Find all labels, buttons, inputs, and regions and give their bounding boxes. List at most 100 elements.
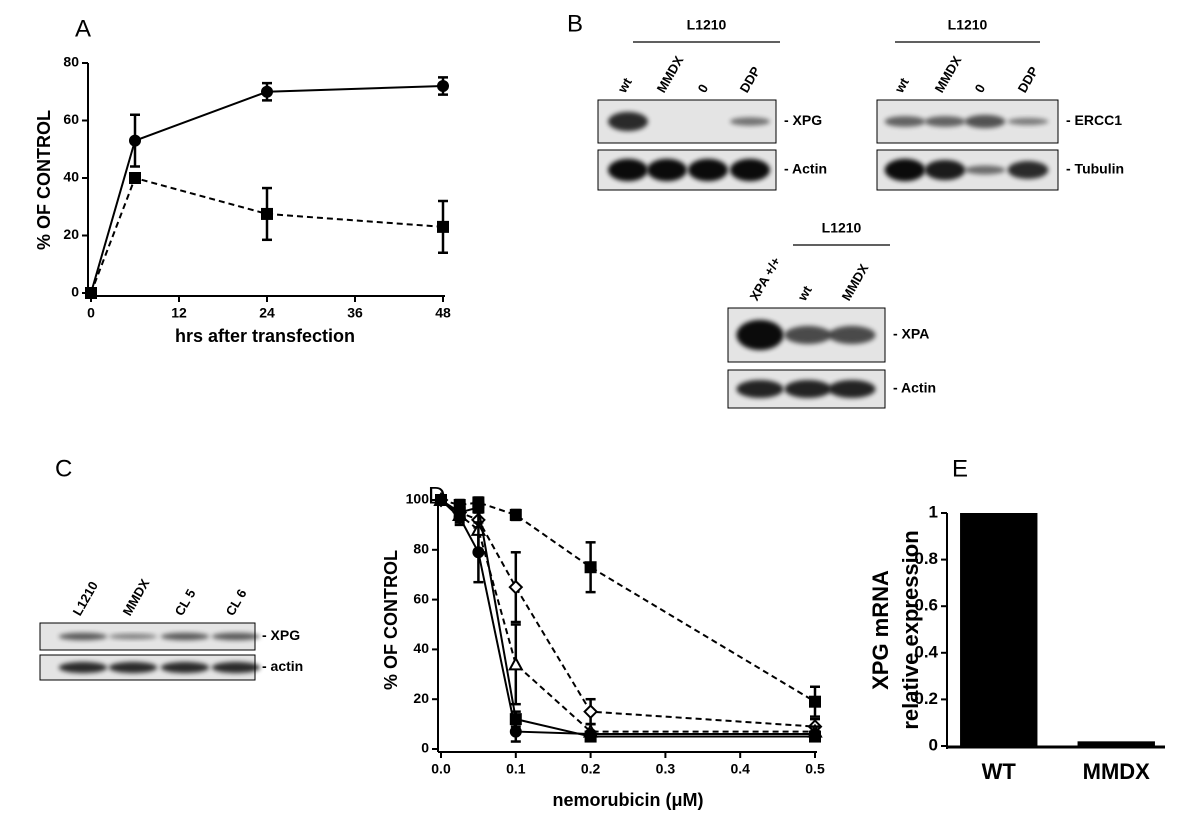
y-tick-label: 0.6 (914, 596, 938, 615)
marker (129, 172, 141, 184)
series-line (440, 499, 816, 703)
y-tick-label: 40 (63, 169, 79, 185)
x-tick-label: 48 (435, 305, 451, 321)
x-tick-label: 0.4 (730, 761, 750, 777)
bar (960, 513, 1038, 746)
western-blot: C L1210 MMDX CL 5 CL 6 - XPG - actin (39, 455, 303, 681)
row-label: - Actin (893, 380, 936, 396)
marker (809, 728, 821, 741)
marker (85, 287, 97, 299)
band (884, 116, 926, 127)
group-label: L1210 (948, 17, 988, 33)
marker (472, 501, 485, 514)
band (736, 319, 784, 351)
chart-panel: D020406080100% OF CONTROL0.00.10.20.30.4… (381, 482, 825, 809)
x-tick-label: 0 (87, 305, 95, 321)
marker (583, 704, 599, 720)
lane-label: CL 5 (172, 587, 199, 619)
western-blot: L1210 wt MMDX 0 DDP - ERCC1 - Tubulin (876, 17, 1124, 191)
band (687, 158, 729, 182)
marker (261, 85, 273, 98)
chart-panel: A 0 20 40 60 80 % OF CONTROL 0 12 24 36 48 hrs after… (34, 15, 451, 345)
band (646, 158, 688, 182)
band (160, 661, 210, 674)
band (108, 633, 158, 640)
series-line (440, 499, 816, 728)
y-tick-label: 80 (63, 54, 79, 70)
y-axis-label: XPG mRNA (868, 570, 893, 690)
lane-label: MMDX (654, 53, 687, 95)
bar (1077, 741, 1155, 746)
row-label: - XPG (262, 627, 300, 643)
y-tick-label: 0.2 (914, 689, 938, 708)
marker (435, 494, 447, 506)
y-tick-label: 60 (63, 111, 79, 127)
panel-label: E (952, 455, 968, 482)
x-tick-label: MMDX (1083, 759, 1151, 784)
band (964, 114, 1006, 129)
lane-label: wt (614, 75, 635, 96)
y-tick-label: 1 (929, 502, 938, 521)
marker (129, 134, 141, 147)
series-line (90, 85, 444, 294)
x-tick-label: 0.3 (656, 761, 676, 777)
band (828, 325, 876, 345)
band (729, 158, 771, 182)
y-tick-label: 60 (413, 590, 429, 606)
chart-panel: E 0 0.2 0.4 0.6 0.8 1 XPG mRNA relative expressi… (868, 455, 1165, 784)
band (160, 632, 210, 641)
series-line (440, 499, 815, 738)
marker (809, 695, 821, 708)
panel-label: A (75, 15, 91, 42)
lane-label: MMDX (839, 261, 872, 303)
lane-label: L1210 (70, 579, 101, 618)
marker (584, 561, 597, 574)
row-label: - XPA (893, 326, 929, 342)
marker (509, 508, 522, 521)
band (1007, 117, 1049, 126)
y-tick-label: 40 (413, 640, 429, 656)
lane-label: wt (794, 283, 815, 304)
band (607, 158, 649, 182)
lane-label: CL 6 (223, 587, 250, 619)
band (211, 661, 261, 674)
y-axis-label: % OF CONTROL (381, 550, 401, 690)
x-axis-label: nemorubicin (μM) (552, 790, 703, 810)
western-blot: B L1210 wt MMDX 0 DDP - XPG - Actin (567, 10, 827, 191)
x-tick-label: 0.5 (805, 761, 825, 777)
band (784, 379, 832, 399)
marker (453, 511, 466, 524)
panel-label: B (567, 10, 583, 37)
band (1007, 161, 1049, 179)
marker (509, 725, 522, 738)
x-tick-label: WT (982, 759, 1017, 784)
y-tick-label: 0 (421, 740, 429, 756)
row-label: - Tubulin (1066, 161, 1124, 177)
panel-label: C (55, 455, 72, 482)
y-tick-label: 20 (63, 226, 79, 242)
band (924, 116, 966, 127)
lane-label: 0 (972, 81, 989, 95)
marker (437, 80, 449, 92)
lane-label: XPA +/+ (747, 254, 784, 303)
band (736, 379, 784, 399)
marker (437, 220, 449, 233)
band (729, 117, 771, 126)
x-tick-label: 0.1 (506, 761, 526, 777)
y-axis-label: % OF CONTROL (34, 110, 54, 250)
band (108, 661, 158, 674)
y-tick-label: 0 (71, 284, 79, 300)
marker (584, 728, 597, 741)
lane-label: MMDX (932, 53, 965, 95)
band (58, 632, 108, 641)
y-tick-label: 20 (413, 690, 429, 706)
marker (508, 656, 524, 671)
band (607, 111, 649, 132)
y-axis-label: relative expression (898, 530, 923, 729)
marker (472, 546, 485, 559)
lane-label: wt (891, 75, 912, 96)
band (964, 165, 1006, 175)
series-line (440, 499, 815, 733)
row-label: - XPG (784, 112, 822, 128)
